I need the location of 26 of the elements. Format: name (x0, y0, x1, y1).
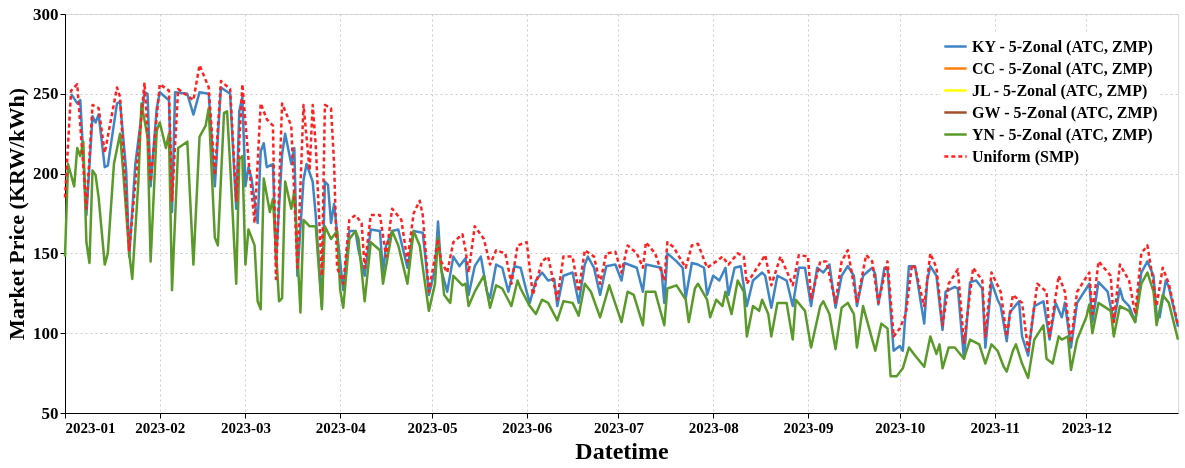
legend-label: GW - 5-Zonal (ATC, ZMP) (972, 103, 1158, 122)
x-tick-label: 2023-09 (783, 419, 834, 436)
y-tick-label: 200 (33, 164, 59, 184)
x-tick-label: 2023-04 (315, 419, 367, 436)
y-tick-label: 50 (41, 403, 59, 423)
y-axis-title: Market Price (KRW/kWh) (4, 87, 29, 341)
x-tick-label: 2023-01 (65, 419, 116, 436)
y-tick-label: 300 (33, 4, 59, 24)
x-tick-label: 2023-06 (502, 419, 553, 436)
y-tick-label: 100 (33, 323, 59, 343)
x-tick-label: 2023-08 (688, 419, 739, 436)
legend-label: YN - 5-Zonal (ATC, ZMP) (972, 125, 1153, 144)
x-axis-title: Datetime (575, 437, 669, 464)
legend-label: Uniform (SMP) (972, 147, 1080, 166)
x-tick-label: 2023-10 (875, 419, 926, 436)
x-tick-label: 2023-03 (220, 419, 271, 436)
legend-label: KY - 5-Zonal (ATC, ZMP) (972, 37, 1153, 56)
legend-label: JL - 5-Zonal (ATC, ZMP) (972, 81, 1148, 100)
y-tick-label: 150 (33, 243, 59, 263)
x-tick-label: 2023-02 (135, 419, 186, 436)
x-tick-label: 2023-07 (593, 419, 645, 436)
y-tick-label: 250 (33, 84, 59, 104)
legend-label: CC - 5-Zonal (ATC, ZMP) (972, 59, 1153, 78)
x-tick-label: 2023-11 (970, 419, 1020, 436)
x-tick-label: 2023-05 (407, 419, 458, 436)
x-tick-label: 2023-12 (1061, 419, 1112, 436)
